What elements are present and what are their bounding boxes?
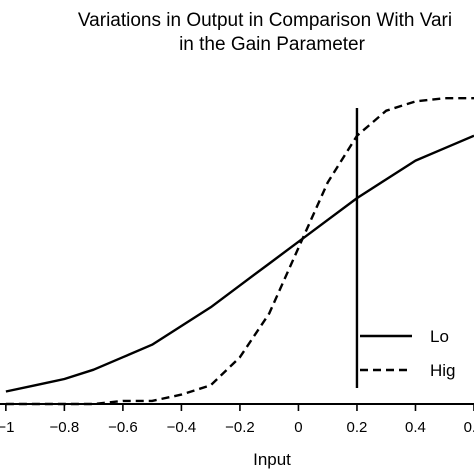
x-tick-label: 0: [294, 419, 302, 436]
title-line-2: in the Gain Parameter: [179, 34, 366, 55]
legend-label-low: Lo: [430, 327, 449, 346]
x-tick-label: −0.8: [50, 419, 80, 436]
x-tick-label: 0.2: [347, 419, 368, 436]
x-tick-label: −0.6: [108, 419, 138, 436]
x-tick-label: −0.2: [225, 419, 255, 436]
x-tick-label: −0.4: [167, 419, 197, 436]
series-line-high-gain: [5, 96, 474, 406]
x-tick-label: 0.6: [464, 419, 474, 436]
x-axis-ticks: −1 −0.8 −0.6 −0.4 −0.2 0 0.2 0.4 0.6: [0, 404, 474, 436]
chart-title: Variations in Output in Comparison With …: [78, 10, 452, 55]
legend-label-high: Hig: [430, 361, 456, 380]
legend: Lo Hig: [360, 327, 456, 380]
x-tick-label: 0.4: [405, 419, 426, 436]
x-axis-label: Input: [253, 450, 291, 469]
title-line-1: Variations in Output in Comparison With …: [78, 10, 452, 31]
plot-area: [5, 96, 474, 406]
x-tick-label: −1: [0, 419, 14, 436]
series-line-low-gain: [5, 134, 474, 393]
